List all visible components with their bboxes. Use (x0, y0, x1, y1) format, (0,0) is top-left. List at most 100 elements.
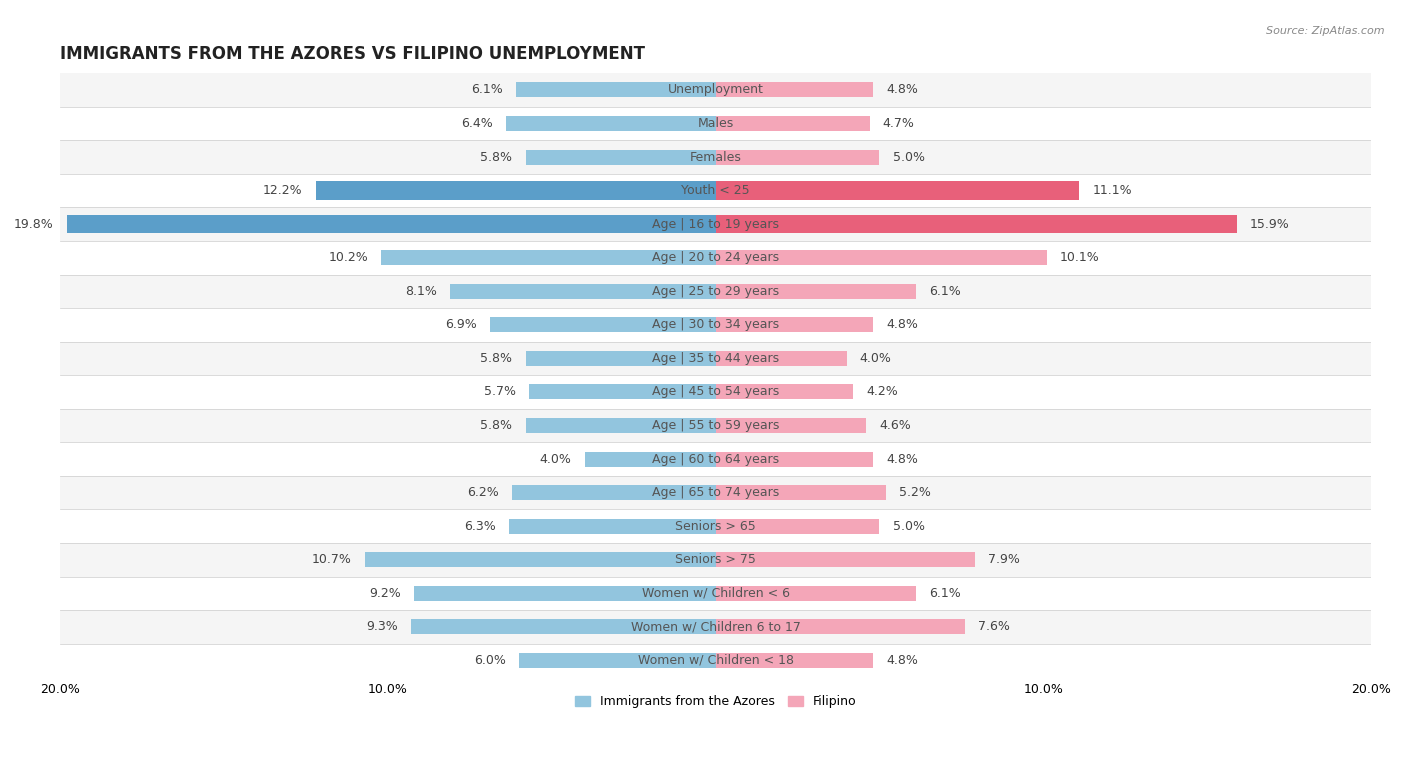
Text: Seniors > 65: Seniors > 65 (675, 519, 756, 533)
Text: Age | 60 to 64 years: Age | 60 to 64 years (652, 453, 779, 466)
Bar (316, 182, 716, 200)
Text: 6.1%: 6.1% (471, 83, 502, 96)
Text: 4.8%: 4.8% (886, 654, 918, 667)
Text: IMMIGRANTS FROM THE AZORES VS FILIPINO UNEMPLOYMENT: IMMIGRANTS FROM THE AZORES VS FILIPINO U… (60, 45, 645, 64)
Text: 5.0%: 5.0% (893, 151, 925, 164)
Bar (716, 653, 873, 668)
Text: Age | 35 to 44 years: Age | 35 to 44 years (652, 352, 779, 365)
Bar (60, 375, 1371, 409)
Bar (716, 215, 1237, 233)
Text: 9.2%: 9.2% (370, 587, 401, 600)
Text: 4.7%: 4.7% (883, 117, 915, 130)
Text: 12.2%: 12.2% (263, 184, 302, 197)
Bar (450, 284, 716, 299)
Text: 6.1%: 6.1% (928, 285, 960, 298)
Bar (716, 83, 873, 98)
Text: Age | 65 to 74 years: Age | 65 to 74 years (652, 486, 779, 499)
Text: Age | 20 to 24 years: Age | 20 to 24 years (652, 251, 779, 264)
Bar (529, 385, 716, 400)
Legend: Immigrants from the Azores, Filipino: Immigrants from the Azores, Filipino (569, 690, 860, 713)
Bar (60, 107, 1371, 140)
Text: 4.0%: 4.0% (540, 453, 571, 466)
Text: 10.7%: 10.7% (312, 553, 352, 566)
Text: Males: Males (697, 117, 734, 130)
Text: 9.3%: 9.3% (366, 620, 398, 634)
Text: 4.8%: 4.8% (886, 453, 918, 466)
Text: 4.8%: 4.8% (886, 319, 918, 332)
Bar (716, 519, 880, 534)
Bar (716, 350, 846, 366)
Bar (716, 317, 873, 332)
Bar (60, 341, 1371, 375)
Bar (60, 409, 1371, 442)
Bar (60, 610, 1371, 643)
Text: 10.1%: 10.1% (1060, 251, 1099, 264)
Text: 6.1%: 6.1% (928, 587, 960, 600)
Text: Age | 55 to 59 years: Age | 55 to 59 years (652, 419, 779, 432)
Bar (381, 250, 716, 265)
Bar (716, 284, 915, 299)
Text: 6.2%: 6.2% (468, 486, 499, 499)
Text: 4.8%: 4.8% (886, 83, 918, 96)
Text: 6.4%: 6.4% (461, 117, 492, 130)
Bar (60, 140, 1371, 174)
Bar (716, 586, 915, 601)
Bar (716, 552, 974, 567)
Bar (516, 83, 716, 98)
Text: 4.6%: 4.6% (880, 419, 911, 432)
Bar (519, 653, 716, 668)
Bar (512, 485, 716, 500)
Text: 10.2%: 10.2% (329, 251, 368, 264)
Text: Source: ZipAtlas.com: Source: ZipAtlas.com (1267, 26, 1385, 36)
Text: Age | 16 to 19 years: Age | 16 to 19 years (652, 218, 779, 231)
Text: 5.7%: 5.7% (484, 385, 516, 398)
Bar (60, 442, 1371, 476)
Bar (716, 385, 853, 400)
Bar (509, 519, 716, 534)
Text: 4.0%: 4.0% (860, 352, 891, 365)
Text: 7.6%: 7.6% (977, 620, 1010, 634)
Bar (526, 418, 716, 433)
Text: Unemployment: Unemployment (668, 83, 763, 96)
Bar (60, 476, 1371, 509)
Text: 6.3%: 6.3% (464, 519, 496, 533)
Bar (366, 552, 716, 567)
Bar (60, 207, 1371, 241)
Bar (716, 250, 1046, 265)
Text: 5.8%: 5.8% (481, 352, 512, 365)
Text: 6.9%: 6.9% (444, 319, 477, 332)
Bar (60, 241, 1371, 275)
Text: 7.9%: 7.9% (987, 553, 1019, 566)
Bar (60, 308, 1371, 341)
Bar (60, 509, 1371, 543)
Text: Women w/ Children 6 to 17: Women w/ Children 6 to 17 (631, 620, 800, 634)
Bar (716, 418, 866, 433)
Bar (716, 485, 886, 500)
Text: Women w/ Children < 6: Women w/ Children < 6 (641, 587, 790, 600)
Text: Age | 30 to 34 years: Age | 30 to 34 years (652, 319, 779, 332)
Bar (506, 116, 716, 131)
Text: 15.9%: 15.9% (1250, 218, 1289, 231)
Text: 5.8%: 5.8% (481, 419, 512, 432)
Bar (526, 350, 716, 366)
Bar (716, 116, 870, 131)
Text: 5.2%: 5.2% (900, 486, 931, 499)
Text: 5.0%: 5.0% (893, 519, 925, 533)
Bar (415, 586, 716, 601)
Bar (60, 543, 1371, 577)
Bar (60, 577, 1371, 610)
Bar (716, 150, 880, 164)
Text: 4.2%: 4.2% (866, 385, 898, 398)
Bar (716, 451, 873, 466)
Text: Females: Females (690, 151, 741, 164)
Bar (585, 451, 716, 466)
Bar (526, 150, 716, 164)
Text: 5.8%: 5.8% (481, 151, 512, 164)
Bar (60, 174, 1371, 207)
Bar (66, 215, 716, 233)
Text: Age | 45 to 54 years: Age | 45 to 54 years (652, 385, 779, 398)
Bar (60, 275, 1371, 308)
Text: Age | 25 to 29 years: Age | 25 to 29 years (652, 285, 779, 298)
Text: 11.1%: 11.1% (1092, 184, 1132, 197)
Text: 8.1%: 8.1% (405, 285, 437, 298)
